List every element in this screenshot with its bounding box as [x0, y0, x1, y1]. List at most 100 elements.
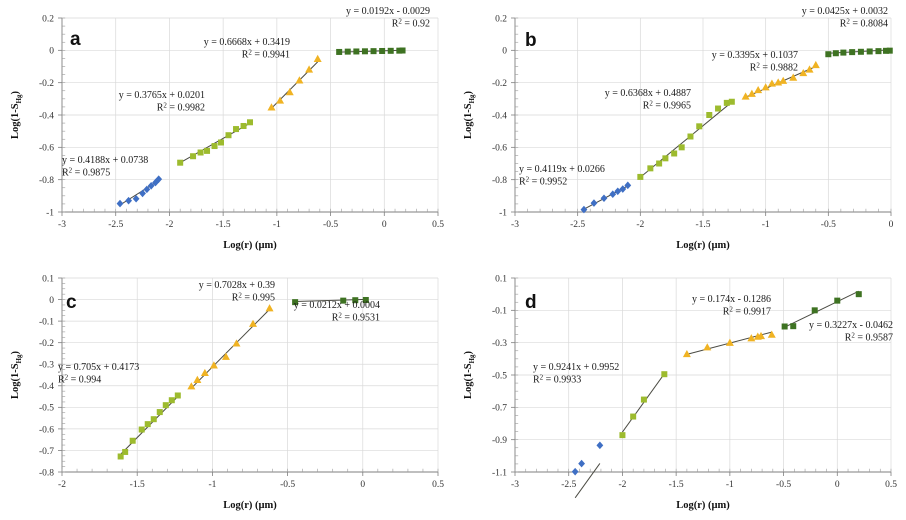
minor-ticks	[61, 277, 439, 473]
y-tick-label: -0.4	[39, 111, 54, 121]
data-point-triangle	[193, 375, 202, 383]
data-point-square	[882, 47, 889, 54]
series-segment-1-blue-diamonds	[116, 175, 163, 208]
data-point-square	[656, 160, 663, 167]
x-axis-title: Log(r) (µm)	[676, 240, 730, 251]
data-point-triangle	[779, 76, 788, 84]
x-tick-label: -2	[58, 480, 66, 490]
fit-equation-text: y = 0.4119x + 0.0266	[519, 164, 605, 175]
series-segment-3-yellow-triangles	[682, 330, 776, 358]
data-point-square	[832, 50, 839, 57]
data-point-triangle	[703, 343, 712, 351]
y-tick-label: 0.1	[495, 274, 507, 284]
x-tick-label: -0.5	[776, 480, 791, 490]
panel-a: -3 -2.5 -2 -1.5 -1 -0.5 0 0.5 -1 -0.8 -0.6 -0.4 -0.2…	[0, 0, 453, 260]
data-point-diamond	[624, 181, 632, 190]
y-tick-label: -0.8	[39, 468, 54, 478]
y-tick-label: -0.5	[492, 371, 507, 381]
data-point-square	[217, 139, 224, 146]
data-point-triangle	[249, 319, 258, 327]
data-point-square	[370, 48, 377, 55]
y-tick-label: -1	[499, 208, 507, 218]
fit-equation-text: y = 0.7028x + 0.39	[199, 280, 275, 291]
data-point-triangle	[187, 382, 196, 390]
data-point-square	[857, 48, 864, 55]
fit-r2-text: R2 = 0.9882	[750, 61, 798, 73]
data-point-square	[174, 392, 181, 399]
x-tick-label: -1	[726, 480, 734, 490]
x-tick-label: 0	[889, 220, 894, 230]
y-tick-label: -0.2	[39, 79, 54, 89]
fit-equation-text: y = 0.4188x + 0.0738	[62, 155, 148, 166]
x-tick-label: -2	[636, 220, 644, 230]
data-point-square	[138, 426, 145, 433]
data-point-triangle	[295, 76, 304, 84]
data-point-square	[662, 155, 669, 162]
y-axis-title: Log(1-SHg)	[463, 350, 476, 399]
data-point-square	[696, 123, 703, 130]
data-point-square	[399, 47, 406, 54]
data-point-triangle	[276, 96, 285, 104]
data-point-square	[811, 307, 818, 314]
data-point-square	[630, 413, 637, 420]
data-point-square	[728, 98, 735, 105]
minor-ticks	[514, 277, 892, 473]
data-point-square	[855, 291, 862, 298]
data-point-triangle	[747, 89, 756, 97]
fit-r2-text: R2 = 0.9952	[519, 175, 567, 187]
data-point-square	[661, 371, 668, 378]
fit-r2-text: R2 = 0.995	[232, 291, 275, 303]
y-tick-label: -0.6	[39, 425, 54, 435]
fit-r2-text: R2 = 0.9982	[157, 101, 205, 113]
data-point-square	[723, 99, 730, 106]
data-point-diamond	[596, 441, 604, 450]
x-tick-label: -1.5	[669, 480, 684, 490]
series-segment-3-yellow-triangles	[267, 54, 322, 111]
x-tick-label: -1	[208, 480, 216, 490]
trendline	[784, 290, 859, 328]
x-axis-title: Log(r) (µm)	[223, 500, 277, 511]
x-tick-label: -1	[762, 220, 770, 230]
data-point-diamond	[619, 185, 627, 193]
data-point-diamond	[116, 199, 124, 208]
data-point-square	[849, 49, 856, 56]
data-point-triangle	[754, 85, 763, 94]
data-point-square	[840, 49, 847, 56]
fit-equation-text: y = 0.174x - 0.1286	[692, 294, 771, 305]
x-tick-label: 0	[382, 220, 387, 230]
trendline	[640, 101, 733, 178]
series-segment-1-blue-diamonds	[571, 441, 604, 499]
data-point-square	[197, 149, 204, 156]
y-tick-label: -1	[46, 208, 54, 218]
data-point-square	[156, 409, 163, 416]
x-tick-label: -2.5	[570, 220, 585, 230]
fit-r2-text: R2 = 0.994	[58, 373, 101, 385]
data-point-triangle	[741, 92, 750, 100]
minor-ticks	[61, 17, 439, 213]
y-tick-label: -0.8	[39, 176, 54, 186]
x-axis-title: Log(r) (µm)	[676, 500, 730, 511]
data-point-triangle	[221, 352, 230, 360]
data-point-square	[706, 112, 713, 118]
x-tick-label: -3	[58, 220, 66, 230]
data-point-square	[715, 105, 722, 112]
data-point-diamond	[571, 467, 579, 476]
series-segment-2-yellowgreen-squares	[177, 119, 253, 166]
panel-b: -3 -2.5 -2 -1.5 -1 -0.5 0 -1 -0.8 -0.6 -0.4 -0.2 0 0.…	[453, 0, 906, 260]
y-axis-title: Log(1-SHg)	[10, 350, 23, 399]
data-point-diamond	[147, 182, 155, 190]
panel-letter: c	[66, 292, 77, 313]
fit-equation-text: y = 0.0192x - 0.0029	[346, 6, 430, 17]
fit-r2-text: R2 = 0.9587	[845, 331, 893, 343]
data-point-square	[678, 144, 685, 151]
x-tick-label: 0.5	[432, 480, 444, 490]
data-point-square	[233, 126, 240, 133]
fit-r2-text: R2 = 0.9965	[643, 99, 691, 111]
data-point-diamond	[614, 187, 622, 196]
y-tick-label: -0.1	[39, 318, 54, 328]
series-segment-2-yellow-triangles	[187, 304, 274, 390]
data-point-square	[129, 437, 136, 444]
series-segment-4-dark-green-squares	[336, 47, 406, 55]
